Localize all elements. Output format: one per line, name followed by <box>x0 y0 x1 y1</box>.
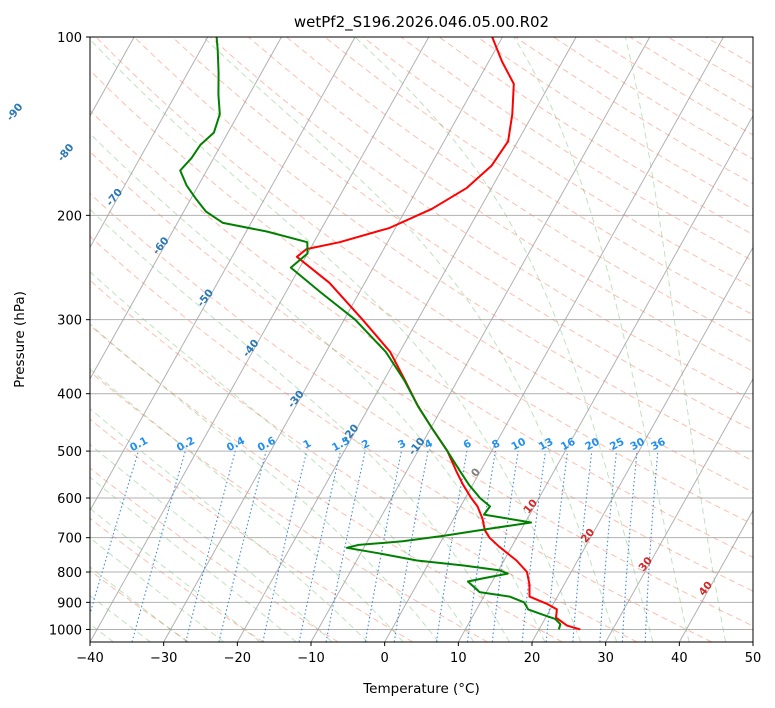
isotherm-line <box>236 37 577 642</box>
axes-layer: −40 −30 −20 −10 0 10 20 30 40 50 100 200 300 400 500 60… <box>49 31 761 666</box>
mixing-ratio-line <box>298 450 342 642</box>
moist-adiabat <box>90 368 404 642</box>
isotherm-line <box>90 37 356 512</box>
mixing-ratio-line <box>90 450 139 616</box>
y-tick-label: 900 <box>57 596 82 611</box>
x-tick-label: 40 <box>671 651 688 666</box>
moist-adiabat <box>90 208 510 642</box>
isotherm-line <box>310 37 651 642</box>
moist-adiabat <box>90 132 546 642</box>
x-tick-label: −30 <box>150 651 177 666</box>
moist-adiabat <box>624 37 727 642</box>
isotherm-line <box>90 37 430 642</box>
dry-adiabat <box>362 37 753 289</box>
mixing-ratio-line <box>572 451 593 642</box>
mixing-ratio-line <box>599 451 618 642</box>
isotherm-line <box>384 37 724 642</box>
mixing-ratio-line <box>131 450 186 642</box>
dry-adiabat <box>95 37 753 493</box>
dewpoint-trace <box>179 37 562 630</box>
moist-adiabat <box>90 271 475 642</box>
y-tick-label: 700 <box>57 532 82 547</box>
dry-adiabat <box>90 370 488 642</box>
x-tick-label: 30 <box>597 651 614 666</box>
dry-adiabat <box>90 517 264 642</box>
moist-adiabat <box>90 38 582 642</box>
mixing-ratio-line <box>545 451 569 642</box>
dry-adiabat <box>210 37 753 401</box>
dry-adiabat <box>90 279 638 642</box>
y-tick-label: 400 <box>57 388 82 403</box>
y-tick-label: 800 <box>57 566 82 581</box>
y-axis-label: Pressure (hPa) <box>12 291 28 388</box>
mixing-ratio-line <box>185 450 236 642</box>
x-tick-label: 50 <box>745 651 762 666</box>
dry-adiabat <box>90 192 753 627</box>
dry-adiabat <box>90 324 563 642</box>
dry-adiabat <box>90 235 712 642</box>
moist-adiabat <box>90 323 439 642</box>
mixing-ratio-line <box>218 450 267 642</box>
dry-adiabat <box>248 37 753 372</box>
moist-adiabat <box>90 408 369 642</box>
y-tick-label: 500 <box>57 445 82 460</box>
dry-adiabat <box>133 37 753 462</box>
isotherm-line <box>90 37 282 380</box>
x-tick-label: 10 <box>450 651 467 666</box>
chart-title: wetPf2_S196.2026.046.05.00.R02 <box>294 13 549 32</box>
mixing-ratio-line <box>435 451 468 642</box>
dry-adiabat <box>90 569 190 642</box>
x-tick-label: 20 <box>524 651 541 666</box>
y-tick-label: 600 <box>57 492 82 507</box>
isotherm-line <box>163 37 503 642</box>
x-tick-label: −20 <box>224 651 251 666</box>
series-layer <box>179 37 581 631</box>
moist-adiabat <box>513 37 690 642</box>
isotherm-line <box>531 246 753 642</box>
y-tick-label: 300 <box>57 314 82 329</box>
mixing-ratio-line <box>521 451 547 642</box>
isotherm-line <box>457 114 753 642</box>
moist-adiabat <box>90 476 297 642</box>
grid-layer <box>90 37 753 642</box>
x-tick-label: −10 <box>297 651 324 666</box>
mixing-ratio-line <box>466 451 496 642</box>
y-tick-label: 200 <box>57 209 82 224</box>
moist-adiabat <box>354 37 654 642</box>
isotherm-line <box>90 37 209 249</box>
y-tick-label: 100 <box>57 31 82 46</box>
mixing-ratio-line <box>491 451 519 642</box>
y-tick-label: 1000 <box>49 623 82 638</box>
dry-adiabat <box>90 150 753 592</box>
mixing-ratio-line <box>262 450 308 642</box>
dry-adiabat <box>286 37 753 344</box>
plot-frame <box>89 36 754 643</box>
dry-adiabat <box>90 467 339 642</box>
isotherm-line <box>605 377 753 642</box>
x-tick-label: −40 <box>76 651 103 666</box>
isotherm-line <box>678 509 753 642</box>
dry-adiabat <box>90 109 753 558</box>
dry-adiabat <box>90 69 753 525</box>
moist-adiabat <box>90 443 333 642</box>
x-axis-label: Temperature (°C) <box>362 681 480 697</box>
x-tick-label: 0 <box>381 651 389 666</box>
